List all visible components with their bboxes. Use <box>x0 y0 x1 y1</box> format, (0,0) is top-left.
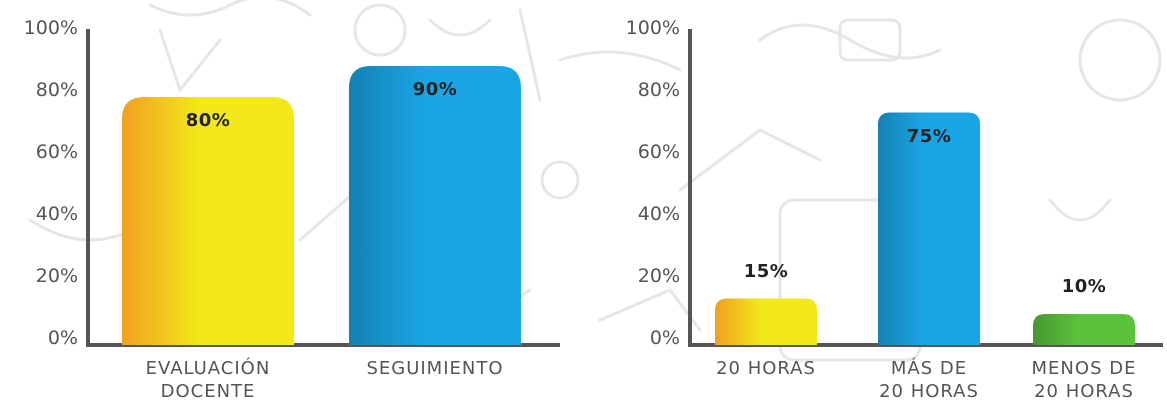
data-label: 15% <box>743 260 789 282</box>
bar-2 <box>878 112 980 345</box>
y-tick-label: 60% <box>35 141 78 163</box>
y-tick-label: 40% <box>637 203 680 225</box>
y-tick-label: 20% <box>637 265 680 287</box>
y-tick-label: 0% <box>47 327 78 349</box>
y-tick-label: 100% <box>23 17 78 39</box>
y-tick-label: 80% <box>637 79 680 101</box>
data-label: 75% <box>906 125 952 147</box>
bar-1 <box>715 298 817 345</box>
data-label: 90% <box>412 79 458 100</box>
chart-horas: 0% 20% 40% 60% 80% 100% 15% 20 HORAS 75% MÁS DE 2… <box>600 0 1167 408</box>
bar-1 <box>122 97 294 345</box>
category-label: SEGUIMIENTO <box>366 358 504 379</box>
chart-right-svg <box>688 29 1163 347</box>
y-tick-label: 0% <box>649 327 680 349</box>
category-label: EVALUACIÓN DOCENTE <box>145 358 271 402</box>
y-tick-label: 60% <box>637 141 680 163</box>
chart-evaluacion: 0% 20% 40% 60% 80% 100% 80% EVALUACIÓN DOCENTE 9… <box>0 0 580 408</box>
y-tick-label: 40% <box>35 203 78 225</box>
bar-3 <box>1033 314 1135 345</box>
category-label: MÁS DE 20 HORAS <box>879 358 979 402</box>
y-tick-label: 80% <box>35 79 78 101</box>
y-tick-label: 100% <box>625 17 680 39</box>
data-label: 10% <box>1061 276 1107 297</box>
category-label: MENOS DE 20 HORAS <box>1031 358 1137 402</box>
category-label: 20 HORAS <box>716 358 816 379</box>
bar-2 <box>349 66 521 345</box>
data-label: 80% <box>185 110 231 131</box>
chart-left-svg <box>86 29 560 347</box>
y-tick-label: 20% <box>35 265 78 287</box>
